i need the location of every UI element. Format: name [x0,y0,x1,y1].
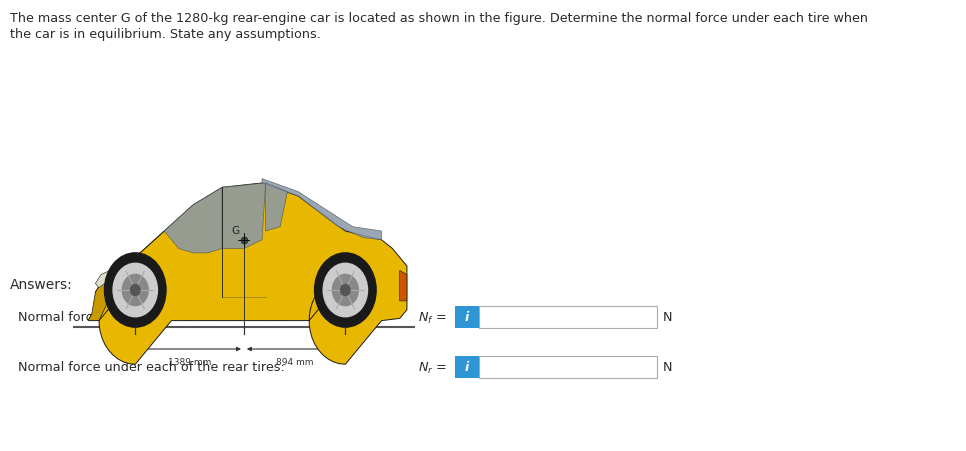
Circle shape [130,285,140,296]
Text: Normal force under each of the front tires:: Normal force under each of the front tir… [18,311,290,324]
Polygon shape [266,184,288,231]
Circle shape [341,285,350,296]
Text: Normal force under each of the rear tires:: Normal force under each of the rear tire… [18,361,285,374]
Circle shape [113,264,157,317]
Polygon shape [400,271,407,301]
FancyBboxPatch shape [479,306,657,328]
Circle shape [123,275,148,306]
Circle shape [104,253,166,327]
Text: 894 mm: 894 mm [276,358,313,367]
Circle shape [315,253,376,327]
Text: N: N [663,361,672,374]
Polygon shape [88,184,407,364]
Text: The mass center G of the 1280-kg rear-engine car is located as shown in the figu: The mass center G of the 1280-kg rear-en… [10,12,868,25]
Text: N: N [663,311,672,324]
Text: i: i [465,361,469,374]
FancyBboxPatch shape [479,356,657,378]
Text: $N_r$ =: $N_r$ = [418,359,447,375]
Polygon shape [222,184,266,249]
Text: Answers:: Answers: [10,277,72,291]
Text: G: G [231,226,240,236]
Text: i: i [465,311,469,324]
Circle shape [324,264,367,317]
Polygon shape [96,271,110,288]
Text: the car is in equilibrium. State any assumptions.: the car is in equilibrium. State any ass… [10,28,321,41]
Circle shape [332,275,358,306]
Polygon shape [262,179,382,240]
FancyBboxPatch shape [455,306,479,328]
FancyBboxPatch shape [455,356,479,378]
Text: $N_f$ =: $N_f$ = [418,310,446,325]
Text: 1389 mm: 1389 mm [168,358,212,367]
Polygon shape [164,188,222,253]
Polygon shape [88,275,106,321]
